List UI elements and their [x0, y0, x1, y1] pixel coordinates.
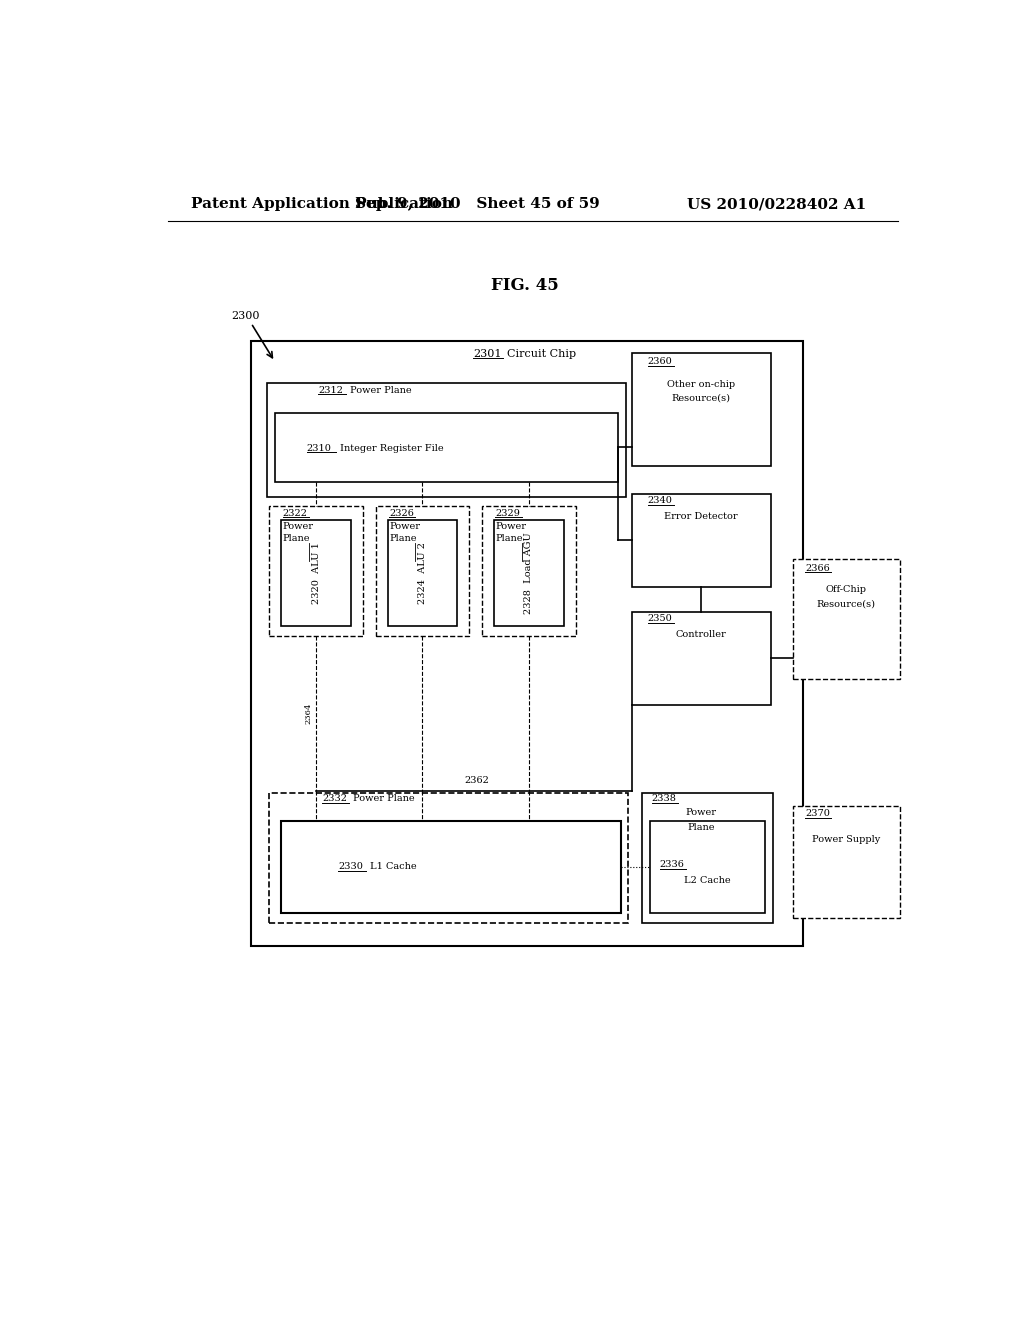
Text: L1 Cache: L1 Cache: [370, 862, 417, 871]
Text: Circuit Chip: Circuit Chip: [507, 348, 577, 359]
Bar: [494, 520, 563, 626]
Text: Plane: Plane: [496, 535, 523, 543]
Text: Integer Register File: Integer Register File: [340, 444, 443, 453]
Text: 2328  Load AGU: 2328 Load AGU: [524, 532, 534, 614]
Text: 2301: 2301: [473, 348, 502, 359]
Text: Resource(s): Resource(s): [817, 599, 876, 609]
Text: Resource(s): Resource(s): [672, 393, 730, 403]
Text: Plane: Plane: [389, 535, 417, 543]
Text: US 2010/0228402 A1: US 2010/0228402 A1: [687, 197, 866, 211]
Text: 2362: 2362: [465, 776, 489, 784]
Text: 2350: 2350: [648, 614, 673, 623]
Text: 2332: 2332: [323, 795, 347, 804]
Text: 2312: 2312: [318, 385, 343, 395]
Text: 2330: 2330: [338, 862, 364, 871]
Text: Power Supply: Power Supply: [812, 834, 881, 843]
Text: Other on-chip: Other on-chip: [667, 380, 735, 388]
Text: 2370: 2370: [805, 809, 829, 818]
Bar: [650, 821, 765, 912]
Text: Power: Power: [389, 521, 420, 531]
Text: Sep. 9, 2010   Sheet 45 of 59: Sep. 9, 2010 Sheet 45 of 59: [354, 197, 600, 211]
Bar: [387, 520, 458, 626]
Text: 2329: 2329: [496, 508, 520, 517]
Text: 2320  ALU 1: 2320 ALU 1: [311, 543, 321, 605]
Text: 2336: 2336: [659, 861, 685, 870]
Text: Power Plane: Power Plane: [352, 795, 415, 804]
Text: Plane: Plane: [687, 822, 715, 832]
Text: Power: Power: [685, 808, 717, 817]
Bar: [632, 494, 771, 587]
Text: 2326: 2326: [389, 508, 414, 517]
Text: 2360: 2360: [648, 358, 673, 366]
Text: 2364: 2364: [304, 702, 312, 725]
Bar: [482, 506, 575, 636]
Bar: [269, 506, 362, 636]
Text: Off-Chip: Off-Chip: [825, 585, 866, 594]
Text: Patent Application Publication: Patent Application Publication: [191, 197, 454, 211]
Bar: [632, 352, 771, 466]
Bar: [632, 611, 771, 705]
Text: Error Detector: Error Detector: [665, 512, 737, 520]
Text: Power: Power: [283, 521, 313, 531]
Text: 2338: 2338: [652, 795, 677, 804]
Bar: [376, 506, 469, 636]
Text: Power Plane: Power Plane: [350, 385, 412, 395]
Text: L2 Cache: L2 Cache: [684, 875, 731, 884]
Text: Power: Power: [496, 521, 526, 531]
Text: Plane: Plane: [283, 535, 310, 543]
Bar: [251, 342, 803, 946]
Bar: [269, 792, 628, 923]
Bar: [793, 558, 900, 678]
Bar: [642, 792, 773, 923]
Text: 2310: 2310: [306, 444, 332, 453]
Text: 2340: 2340: [648, 496, 673, 506]
Text: FIG. 45: FIG. 45: [490, 277, 559, 294]
Bar: [267, 383, 626, 496]
Bar: [282, 821, 621, 912]
Text: Controller: Controller: [676, 630, 726, 639]
Text: 2366: 2366: [805, 564, 829, 573]
Text: 2324  ALU 2: 2324 ALU 2: [418, 543, 427, 605]
Bar: [793, 805, 900, 917]
Bar: [274, 412, 617, 482]
Text: 2322: 2322: [283, 508, 308, 517]
Text: 2300: 2300: [231, 312, 260, 321]
Bar: [282, 520, 351, 626]
